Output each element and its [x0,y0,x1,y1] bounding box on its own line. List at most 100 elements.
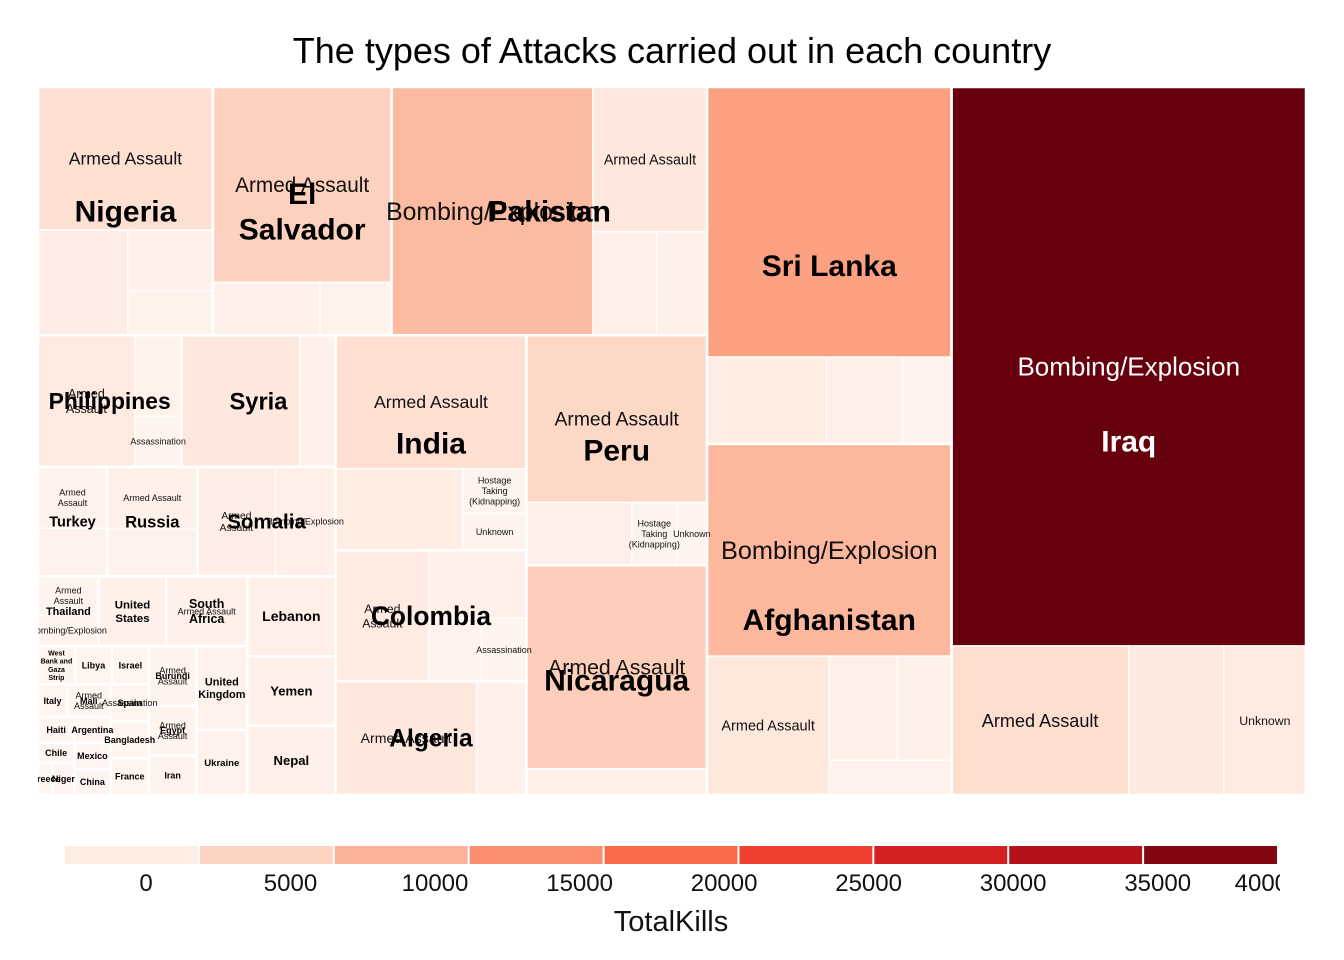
country-label-russia: Russia [125,512,180,531]
tile-iraq-armed-assault [950,645,1130,795]
tile-russia-armed-assault [106,466,199,531]
country-label-mexico: Mexico [77,751,108,761]
legend-swatch [334,846,468,864]
attack-label-somalia-armed-assault: Armed Assault [220,511,254,534]
legend-swatch [199,846,333,864]
attack-label-afghanistan-bombing-explosion: Bombing/Explosion [721,537,938,565]
country-label-pakistan: Pakistan [488,196,611,229]
country-label-argentina: Argentina [71,725,114,735]
country-label-egypt: Egypt [160,726,185,736]
country-label-united-states: United States [115,599,150,625]
country-label-algeria: Algeria [389,726,473,753]
tile-sri-lanka-other [901,356,953,445]
attack-label-el-salvador-armed-assault: Armed Assault [235,174,369,197]
color-legend: 0 5000 10000 15000 20000 25000 30000 35000 40000… [65,846,1280,938]
attack-label-nigeria-armed-assault: Armed Assault [69,149,183,169]
attack-label-thailand-armed-assault: Armed Assault [54,586,84,607]
attack-label-pakistan-armed-assault: Armed Assault [604,152,696,168]
tile-nigeria-other [126,229,214,292]
country-label-syria: Syria [229,389,288,415]
country-label-sri-lanka: Sri Lanka [762,250,897,283]
legend-tick-label: 10000 [402,870,469,897]
tile-peru-other [525,501,633,566]
country-label-afghanistan: Afghanistan [743,604,916,637]
country-label-india: India [396,427,466,460]
tile-nigeria-other [126,290,214,336]
tile-afghanistan-bombing-explosion [706,443,953,657]
attack-label-pakistan-bombing-explosion: Bombing/Explosion [386,199,598,226]
tile-sri-lanka-other [825,356,904,445]
attack-label-somalia-bombing-explosion: Bombing/Explosion [267,517,344,527]
tile-pakistan-bombing-explosion [390,87,594,336]
country-label-somalia: Somalia [227,511,306,534]
country-label-haiti: Haiti [46,725,66,735]
tile-russia-other [106,528,199,577]
attack-label-egypt-armed-assault: Armed Assault [158,720,188,741]
legend-title: TotalKills [614,906,728,938]
country-label-china: China [80,777,106,787]
legend-swatch [1144,846,1277,864]
tile-sri-lanka-other [706,356,828,445]
country-label-chile: Chile [45,748,67,758]
country-label-thailand: Thailand [46,606,91,618]
tile-pakistan-armed-assault [592,87,708,233]
tile-turkey-armed-assault [38,466,108,530]
tile-argentina-other [73,716,112,744]
legend-tick-label: 0 [139,870,152,897]
country-label-niger: Niger [52,774,76,784]
attack-label-nicaragua-armed-assault: Armed Assault [548,656,685,680]
tile-algeria-other [475,680,528,795]
country-label-united-kingdom: United Kingdom [198,676,246,701]
country-label-spain: Spain [117,698,142,708]
tile-iraq-other [1128,645,1225,795]
country-label-yemen: Yemen [270,684,312,699]
legend-swatch [604,846,738,864]
legend-tick-label: 20000 [691,870,758,897]
tile-bangladesh-other [109,720,150,759]
tile-nigeria-other [38,229,129,336]
attack-label-peru-hostage-taking-kidnapping: Hostage Taking (Kidnapping) [629,518,680,549]
tile-yemen-other [246,655,337,727]
tile-sri-lanka-other [706,87,953,358]
chart-title: The types of Attacks carried out in each… [292,30,1052,71]
tile-afghanistan-other [828,655,898,761]
attack-label-iraq-armed-assault: Armed Assault [982,711,1099,731]
country-label-nigeria: Nigeria [75,196,177,229]
tile-peru-armed-assault [525,334,708,504]
attack-label-colombia-assassination: Assassination [476,645,532,655]
attack-label-afghanistan-armed-assault: Armed Assault [721,719,815,735]
country-label-libya: Libya [82,660,107,670]
legend-tick-label: 15000 [546,870,613,897]
attack-label-thailand-bombing-explosion: Bombing/Explosion [38,626,107,636]
tile-somalia-bombing-explosion [274,466,337,577]
tile-lebanon-other [246,575,337,657]
country-label-colombia: Colombia [371,601,492,631]
country-label-burundi: Burundi [155,671,190,681]
country-label-italy: Italy [43,696,61,706]
treemap: Bombing/Explosion Armed Assault Unknown Bom… [38,87,1306,795]
attack-label-mali-armed-assault: Armed Assault [74,691,104,712]
country-label-philippines: Philippines [49,388,171,414]
tile-afghanistan-armed-assault [706,655,830,795]
country-label-south-africa: South Africa [189,597,225,626]
legend-tick-label: 40000 [1235,870,1280,897]
tile-india-unknown [462,512,528,551]
attack-label-iraq-bombing-explosion: Bombing/Explosion [1017,352,1240,382]
tile-turkey-other [38,527,108,577]
country-label-iran: Iran [164,770,181,780]
attack-label-peru-unknown: Unknown [673,529,711,539]
attack-label-spain-assassination: Assassination [102,698,158,708]
tile-syria-other [299,334,337,468]
country-label-el-salvador: El Salvador [239,178,366,246]
tile-iraq-bombing-explosion [950,87,1306,647]
country-label-nepal: Nepal [274,753,310,768]
legend-swatch [874,846,1008,864]
country-label-ukraine: Ukraine [204,758,239,769]
tile-nigeria-armed-assault [38,87,214,231]
attack-label-philippines-assassination: Assassination [130,437,186,447]
country-label-lebanon: Lebanon [262,608,320,624]
country-label-iraq: Iraq [1101,426,1156,459]
tile-pakistan-other [656,231,708,336]
country-label-turkey: Turkey [49,515,95,531]
tile-afghanistan-other [896,655,953,761]
